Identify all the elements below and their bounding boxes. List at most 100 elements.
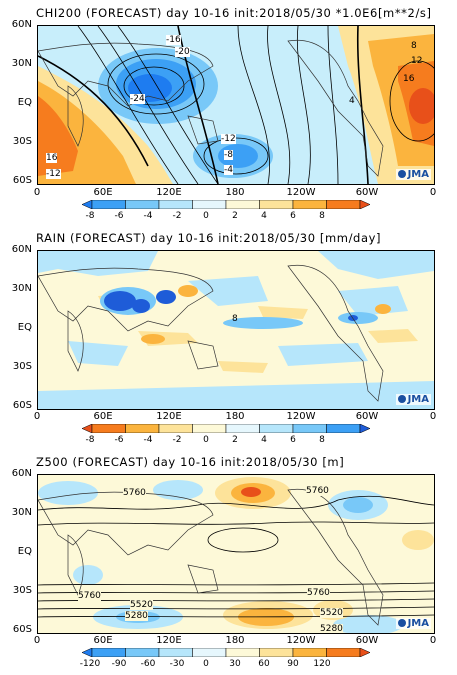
lon-label: 120W <box>286 187 316 198</box>
contour-label: -20 <box>175 47 190 57</box>
colorbar-swatch <box>292 648 327 657</box>
contour-label: -8 <box>224 150 233 160</box>
colorbar-tick: -4 <box>143 211 153 221</box>
lon-label: 60E <box>93 635 113 646</box>
colorbar-tick: 8 <box>319 435 325 445</box>
panel-title: RAIN (FORECAST) day 10-16 init:2018/05/3… <box>36 231 382 245</box>
colorbar-tick: 30 <box>229 659 241 669</box>
colorbar-swatch <box>82 200 93 209</box>
colorbar-swatch <box>225 424 260 433</box>
colorbar-tick: -6 <box>114 211 124 221</box>
contour-label: 5760 <box>123 488 146 498</box>
contour-label: 8 <box>411 41 417 51</box>
lon-label: 0 <box>33 635 41 646</box>
lon-label: 120W <box>286 635 316 646</box>
contour-label: 5760 <box>306 486 329 496</box>
z500-field <box>38 475 434 633</box>
lon-label: 60W <box>355 411 379 422</box>
jma-logo: JMA <box>395 169 431 180</box>
chi200-field <box>38 26 434 184</box>
colorbar-swatch <box>292 424 327 433</box>
jma-logo-icon <box>397 619 406 627</box>
lat-label: EQ <box>17 97 32 108</box>
contour-label: 5520 <box>320 608 343 618</box>
colorbar-tick: -6 <box>114 435 124 445</box>
colorbar-tick: -90 <box>111 659 127 669</box>
colorbar <box>82 648 370 657</box>
lat-label: 60N <box>11 468 32 479</box>
colorbar-tick: -4 <box>143 435 153 445</box>
lat-label: 60S <box>12 175 32 186</box>
contour-label: 4 <box>349 96 355 106</box>
colorbar-tick: -8 <box>85 211 95 221</box>
colorbar-swatch <box>359 648 370 657</box>
colorbar <box>82 200 370 209</box>
colorbar-tick: -120 <box>79 659 101 669</box>
colorbar-tick: 2 <box>232 435 238 445</box>
contour-label: -12 <box>46 169 61 179</box>
colorbar-tick: 0 <box>203 435 209 445</box>
colorbar-swatch <box>259 200 294 209</box>
colorbar-tick: 8 <box>319 211 325 221</box>
contour-label: 5760 <box>78 591 101 601</box>
colorbar-swatch <box>158 200 193 209</box>
lon-label: 60E <box>93 187 113 198</box>
jma-logo-icon <box>397 170 406 178</box>
lat-label: 60N <box>11 244 32 255</box>
lat-label: EQ <box>17 322 32 333</box>
lat-label: EQ <box>17 546 32 557</box>
contour-label: 16 <box>403 74 415 84</box>
contour-label: 16 <box>46 153 58 163</box>
colorbar-swatch <box>91 200 126 209</box>
panel-title: CHI200 (FORECAST) day 10-16 init:2018/05… <box>36 6 432 20</box>
jma-logo: JMA <box>395 618 431 629</box>
colorbar-swatch <box>192 200 227 209</box>
colorbar-swatch <box>359 424 370 433</box>
colorbar-swatches <box>82 200 370 209</box>
chi200-map: -16 -20 -24 -12 -8 -4 16 -12 8 12 16 4 J… <box>37 25 435 185</box>
colorbar-tick: 0 <box>203 659 209 669</box>
jma-logo-icon <box>397 395 406 403</box>
lon-label: 180 <box>225 411 245 422</box>
colorbar-tick: -8 <box>85 435 95 445</box>
rain-map: 8 JMA <box>37 250 435 410</box>
colorbar-swatch <box>158 648 193 657</box>
colorbar-swatch <box>82 648 93 657</box>
panel-title: Z500 (FORECAST) day 10-16 init:2018/05/3… <box>36 455 345 469</box>
colorbar-swatch <box>225 648 260 657</box>
jma-logo: JMA <box>395 394 431 405</box>
colorbar-tick: -30 <box>169 659 185 669</box>
colorbar-tick: 0 <box>203 211 209 221</box>
lat-label: 30S <box>12 361 32 372</box>
contour-label: 5520 <box>130 600 153 610</box>
colorbar-swatch <box>91 648 126 657</box>
colorbar-tick: 4 <box>261 211 267 221</box>
lon-label: 180 <box>225 187 245 198</box>
colorbar-swatch <box>192 424 227 433</box>
lon-label: 180 <box>225 635 245 646</box>
colorbar-tick: 4 <box>261 435 267 445</box>
lon-label: 120E <box>156 635 182 646</box>
lat-label: 30S <box>12 585 32 596</box>
colorbar-swatch <box>225 200 260 209</box>
colorbar-swatch <box>292 200 327 209</box>
contour-label: -16 <box>166 35 181 45</box>
colorbar <box>82 424 370 433</box>
colorbar-swatch <box>125 648 160 657</box>
lon-label: 120E <box>156 411 182 422</box>
colorbar-tick: 2 <box>232 211 238 221</box>
colorbar-tick: -60 <box>140 659 156 669</box>
colorbar-swatch <box>359 200 370 209</box>
colorbar-swatch <box>326 424 361 433</box>
contour-label: 5760 <box>307 588 330 598</box>
z500-map: 5760 5760 5760 5760 5520 5520 5280 5280 … <box>37 474 435 634</box>
contour-label: 12 <box>411 56 423 66</box>
lat-label: 30N <box>11 58 32 69</box>
colorbar-tick: 120 <box>313 659 331 669</box>
contour-label: -24 <box>130 94 145 104</box>
colorbar-swatch <box>326 200 361 209</box>
lon-label: 0 <box>33 411 41 422</box>
colorbar-swatch <box>259 648 294 657</box>
lon-label: 0 <box>33 187 41 198</box>
lon-label: 120E <box>156 187 182 198</box>
